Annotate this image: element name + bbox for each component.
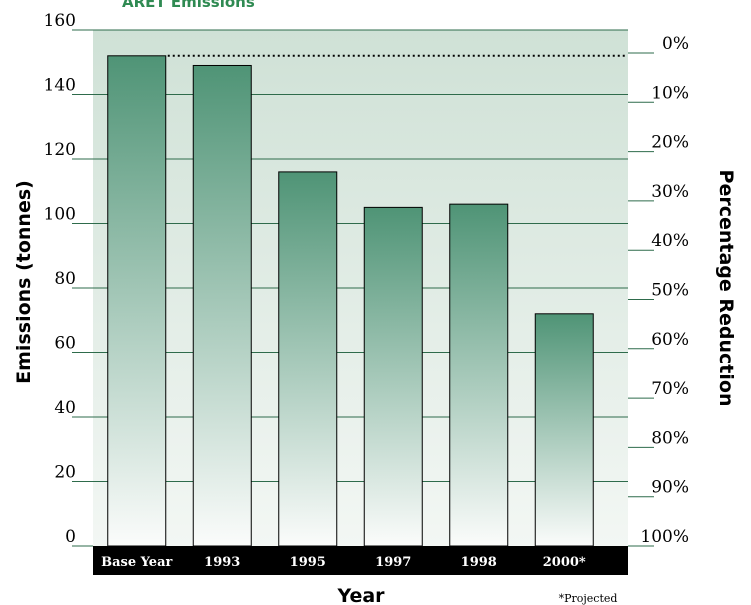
y2-axis-title: Percentage Reduction <box>715 170 737 407</box>
y-tick-label: 80 <box>54 269 76 289</box>
y2-tick-label: 10% <box>651 83 689 103</box>
gridlines <box>93 29 628 482</box>
y-tick-label: 120 <box>44 140 76 160</box>
y-tick-label: 40 <box>54 398 76 418</box>
x-axis-title: Year <box>336 585 385 605</box>
y2-tick-label: 100% <box>640 527 689 547</box>
bar <box>363 206 423 547</box>
bar <box>278 171 338 547</box>
y-axis-ticks: 0 20 40 60 80 100 120 140 160 <box>44 11 93 547</box>
y2-tick-label: 80% <box>651 428 689 448</box>
category-band <box>93 546 628 575</box>
y-tick-label: 20 <box>54 463 76 483</box>
y2-tick-label: 50% <box>651 281 689 301</box>
y-axis-title: Emissions (tonnes) <box>13 180 35 384</box>
bars <box>107 55 594 547</box>
y2-tick-label: 30% <box>651 182 689 202</box>
chart-title: ARET Emissions <box>122 0 255 11</box>
bar <box>192 64 252 547</box>
y2-tick-label: 40% <box>651 231 689 251</box>
bar <box>107 55 167 547</box>
category-label: 1993 <box>204 555 240 570</box>
y2-axis-ticks: 0% 10% 20% 30% 40% 50% 60% 70% 80% 90% 100% <box>628 34 689 547</box>
category-label: 2000* <box>543 555 586 570</box>
y-tick-label: 100 <box>44 205 76 225</box>
y-tick-label: 60 <box>54 334 76 354</box>
bar <box>534 313 594 547</box>
category-label: 1995 <box>290 555 326 570</box>
category-label: 1998 <box>461 555 497 570</box>
y2-tick-label: 70% <box>651 379 689 399</box>
y2-tick-label: 20% <box>651 133 689 153</box>
y-tick-label: 0 <box>65 527 76 547</box>
category-label: Base Year <box>101 555 172 570</box>
y-tick-label: 140 <box>44 76 76 96</box>
category-label: 1997 <box>375 555 411 570</box>
category-labels: Base Year 1993 1995 1997 1998 2000* <box>101 555 586 570</box>
y-tick-label: 160 <box>44 11 76 31</box>
footnote: *Projected <box>559 592 618 605</box>
y2-tick-label: 60% <box>651 330 689 350</box>
y2-tick-label: 90% <box>651 478 689 498</box>
bar <box>449 203 509 547</box>
y2-tick-label: 0% <box>662 34 689 54</box>
